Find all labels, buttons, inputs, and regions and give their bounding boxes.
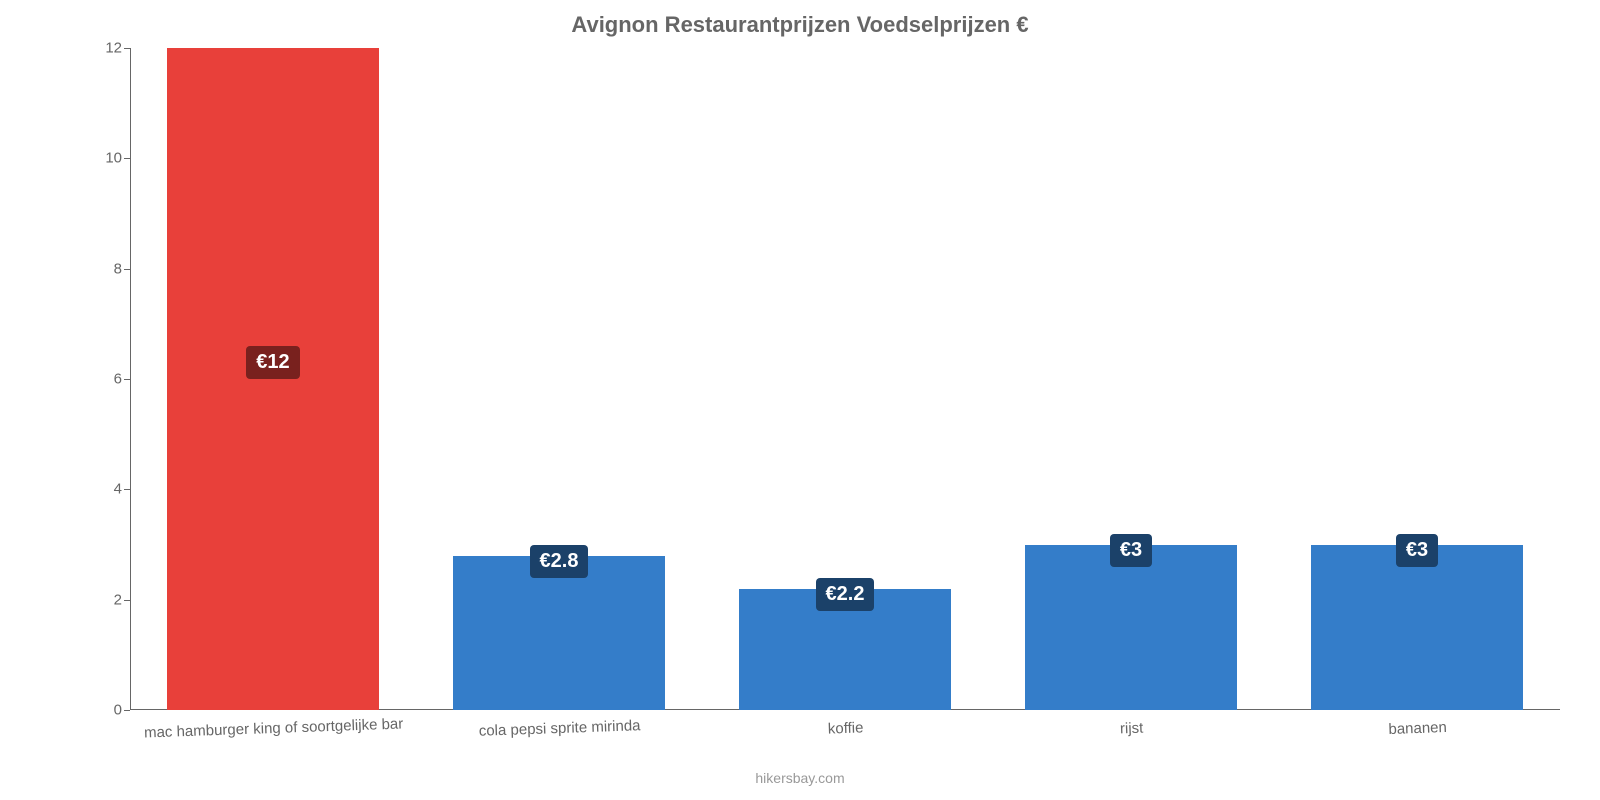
x-tick-label: mac hamburger king of soortgelijke bar (143, 705, 403, 741)
bar-value-text: €2.2 (816, 578, 875, 611)
chart-credit: hikersbay.com (0, 770, 1600, 786)
bar-value-label: €3 (1025, 534, 1237, 567)
x-tick-label: bananen (1388, 709, 1447, 738)
y-axis-line (130, 48, 131, 710)
bar-value-text: €3 (1396, 534, 1438, 567)
bar (453, 556, 665, 710)
x-tick-label: rijst (1119, 710, 1143, 738)
bar (1025, 545, 1237, 711)
bar-value-label: €3 (1311, 534, 1523, 567)
price-bar-chart: Avignon Restaurantprijzen Voedselprijzen… (0, 0, 1600, 800)
bar-value-text: €3 (1110, 534, 1152, 567)
bar-value-text: €2.8 (530, 545, 589, 578)
y-tick-mark (124, 600, 130, 601)
x-tick-label: cola pepsi sprite mirinda (478, 707, 641, 740)
chart-title: Avignon Restaurantprijzen Voedselprijzen… (0, 12, 1600, 38)
bar-value-text: €12 (246, 346, 299, 379)
bar (1311, 545, 1523, 711)
plot-area: 024681012€12mac hamburger king of soortg… (130, 48, 1560, 710)
bar-value-label: €12 (167, 346, 379, 379)
y-tick-mark (124, 379, 130, 380)
bar (167, 48, 379, 710)
y-tick-mark (124, 158, 130, 159)
y-tick-mark (124, 269, 130, 270)
y-tick-mark (124, 710, 130, 711)
bar-value-label: €2.2 (739, 578, 951, 611)
bar-value-label: €2.8 (453, 545, 665, 578)
y-tick-mark (124, 48, 130, 49)
y-tick-mark (124, 489, 130, 490)
x-tick-label: koffie (827, 709, 864, 737)
